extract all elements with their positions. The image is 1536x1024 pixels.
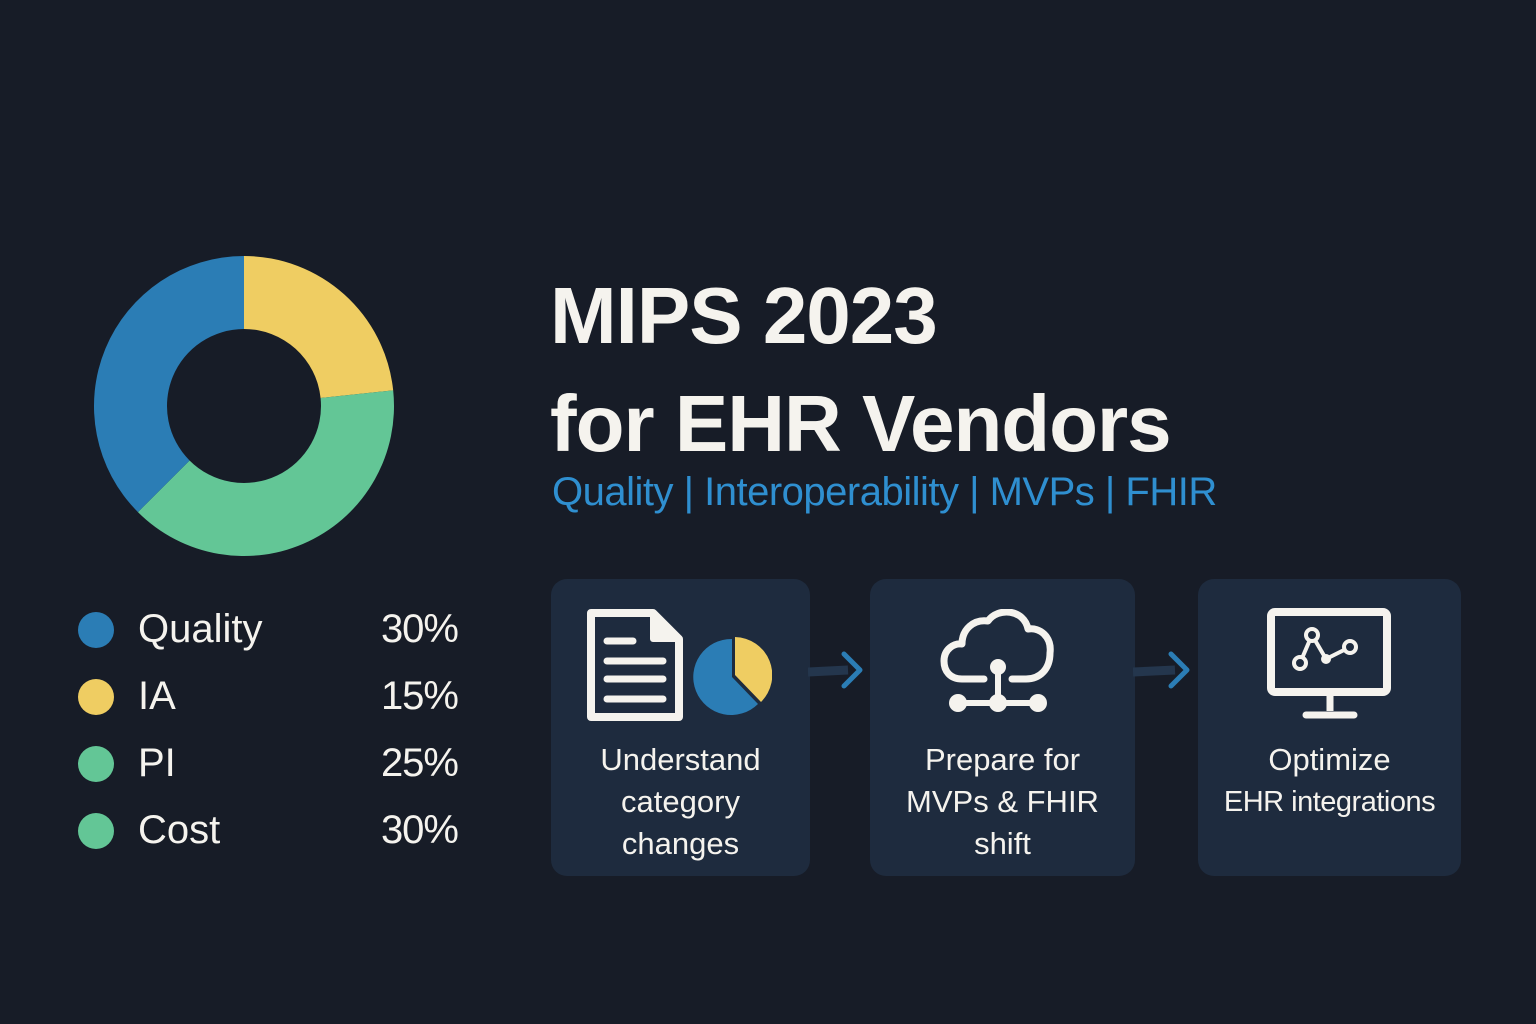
legend-item-cost: Cost 30% [78, 797, 459, 864]
step-label: Optimize EHR integrations [1198, 739, 1461, 823]
step-label-line: Prepare for [924, 742, 1081, 777]
step-label-line: EHR integrations [1223, 786, 1436, 818]
cloud-network-icon [940, 609, 1054, 712]
legend-value: 30% [380, 607, 459, 651]
donut-slice-pi-cost [137, 390, 395, 557]
legend-label: PI [138, 741, 176, 785]
step-label: Understand category changes [551, 739, 810, 865]
category-weight-donut-chart [93, 255, 395, 557]
step-label: Prepare for MVPs & FHIR shift [870, 739, 1135, 865]
chart-legend: Quality 30% IA 15% PI 25% Cost 30% [78, 596, 459, 864]
pie-chart-icon [693, 637, 772, 715]
step-card-understand: Understand category changes [551, 579, 810, 876]
arrow-right-icon [1133, 651, 1190, 689]
legend-label: IA [138, 674, 176, 718]
page-subtitle: Quality | Interoperability | MVPs | FHIR [552, 470, 1217, 514]
legend-dot-ia [78, 678, 114, 715]
donut-slice-quality [93, 255, 244, 513]
step-card-prepare: Prepare for MVPs & FHIR shift [870, 579, 1135, 876]
legend-item-quality: Quality 30% [78, 596, 459, 663]
document-icon [587, 609, 683, 721]
legend-value: 25% [380, 741, 459, 785]
step-label-line: changes [621, 826, 740, 861]
title-line-1: MIPS 2023 [550, 271, 938, 360]
legend-label: Cost [138, 808, 221, 852]
legend-dot-quality [78, 611, 114, 648]
legend-dot-cost [78, 812, 114, 849]
step-label-line: Optimize [1268, 742, 1391, 777]
legend-item-pi: PI 25% [78, 730, 459, 797]
page-title: MIPS 2023 for EHR Vendors [550, 262, 1172, 478]
step-label-line: MVPs & FHIR [906, 784, 1099, 819]
step-card-optimize: Optimize EHR integrations [1198, 579, 1461, 876]
legend-label: Quality [138, 607, 263, 651]
step-label-line: Understand [600, 742, 761, 777]
legend-dot-pi [78, 745, 114, 782]
arrow-right-icon [808, 651, 863, 689]
donut-slice-ia [244, 256, 394, 398]
legend-value: 30% [380, 808, 459, 852]
step-label-line: category [621, 784, 740, 819]
title-line-2: for EHR Vendors [550, 379, 1172, 468]
monitor-chart-icon [1267, 608, 1391, 719]
legend-value: 15% [380, 674, 459, 718]
legend-item-ia: IA 15% [78, 663, 459, 730]
step-label-line: shift [974, 826, 1031, 861]
